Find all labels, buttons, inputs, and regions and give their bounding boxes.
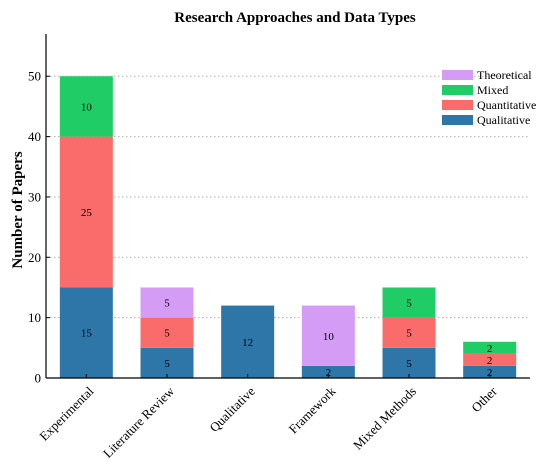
bar-segment	[382, 347, 436, 378]
data-label: 2	[326, 367, 332, 379]
y-tick-label: 10	[28, 310, 41, 325]
data-label: 5	[164, 298, 170, 310]
x-tick-label: Literature Review	[100, 383, 178, 461]
bar-segment	[301, 305, 355, 366]
chart-title: Research Approaches and Data Types	[174, 10, 416, 26]
legend-swatch	[442, 100, 473, 110]
y-tick-label: 30	[28, 189, 41, 204]
bar-segment	[301, 365, 355, 378]
bar-segment	[59, 136, 113, 288]
y-tick-label: 40	[28, 129, 41, 144]
data-label: 25	[81, 207, 93, 219]
legend-swatch	[442, 115, 473, 125]
bar-segment	[382, 287, 436, 318]
y-axis-label: Number of Papers	[10, 151, 26, 268]
bar-segment	[59, 287, 113, 378]
legend-swatch	[442, 85, 473, 95]
y-tick-label: 50	[28, 69, 41, 84]
data-label: 2	[487, 355, 493, 367]
data-label: 5	[164, 328, 170, 340]
legend-label: Qualitative	[477, 113, 530, 127]
data-label: 5	[164, 358, 170, 370]
bar-segment	[140, 317, 194, 348]
bar-segment	[382, 317, 436, 348]
data-label: 2	[487, 367, 493, 379]
legend-label: Quantitative	[477, 98, 536, 112]
data-label: 10	[81, 101, 93, 113]
data-label: 5	[406, 358, 412, 370]
bar-segment	[463, 353, 517, 366]
x-tick-label: Other	[468, 383, 500, 415]
data-label: 10	[323, 331, 335, 343]
legend-label: Mixed	[477, 83, 508, 97]
gridlines	[46, 75, 530, 319]
data-label: 5	[406, 328, 412, 340]
x-tick-label: Framework	[285, 383, 338, 436]
x-tick-label: Experimental	[36, 383, 96, 443]
legend-swatch	[442, 70, 473, 80]
y-tick-label: 0	[35, 371, 42, 386]
bar-segment	[463, 365, 517, 378]
bar-segment	[59, 76, 113, 137]
data-label: 5	[406, 298, 412, 310]
data-label: 15	[81, 328, 93, 340]
x-tick-label: Qualitative	[206, 383, 258, 435]
bar-segment	[140, 287, 194, 318]
legend-label: Theoretical	[477, 68, 532, 82]
data-label: 12	[242, 337, 253, 349]
bar-segment	[221, 305, 275, 378]
data-label: 2	[487, 343, 493, 355]
bar-segment	[140, 347, 194, 378]
y-tick-label: 20	[28, 250, 41, 265]
x-tick-label: Mixed Methods	[350, 384, 419, 453]
bar-segment	[463, 341, 517, 354]
